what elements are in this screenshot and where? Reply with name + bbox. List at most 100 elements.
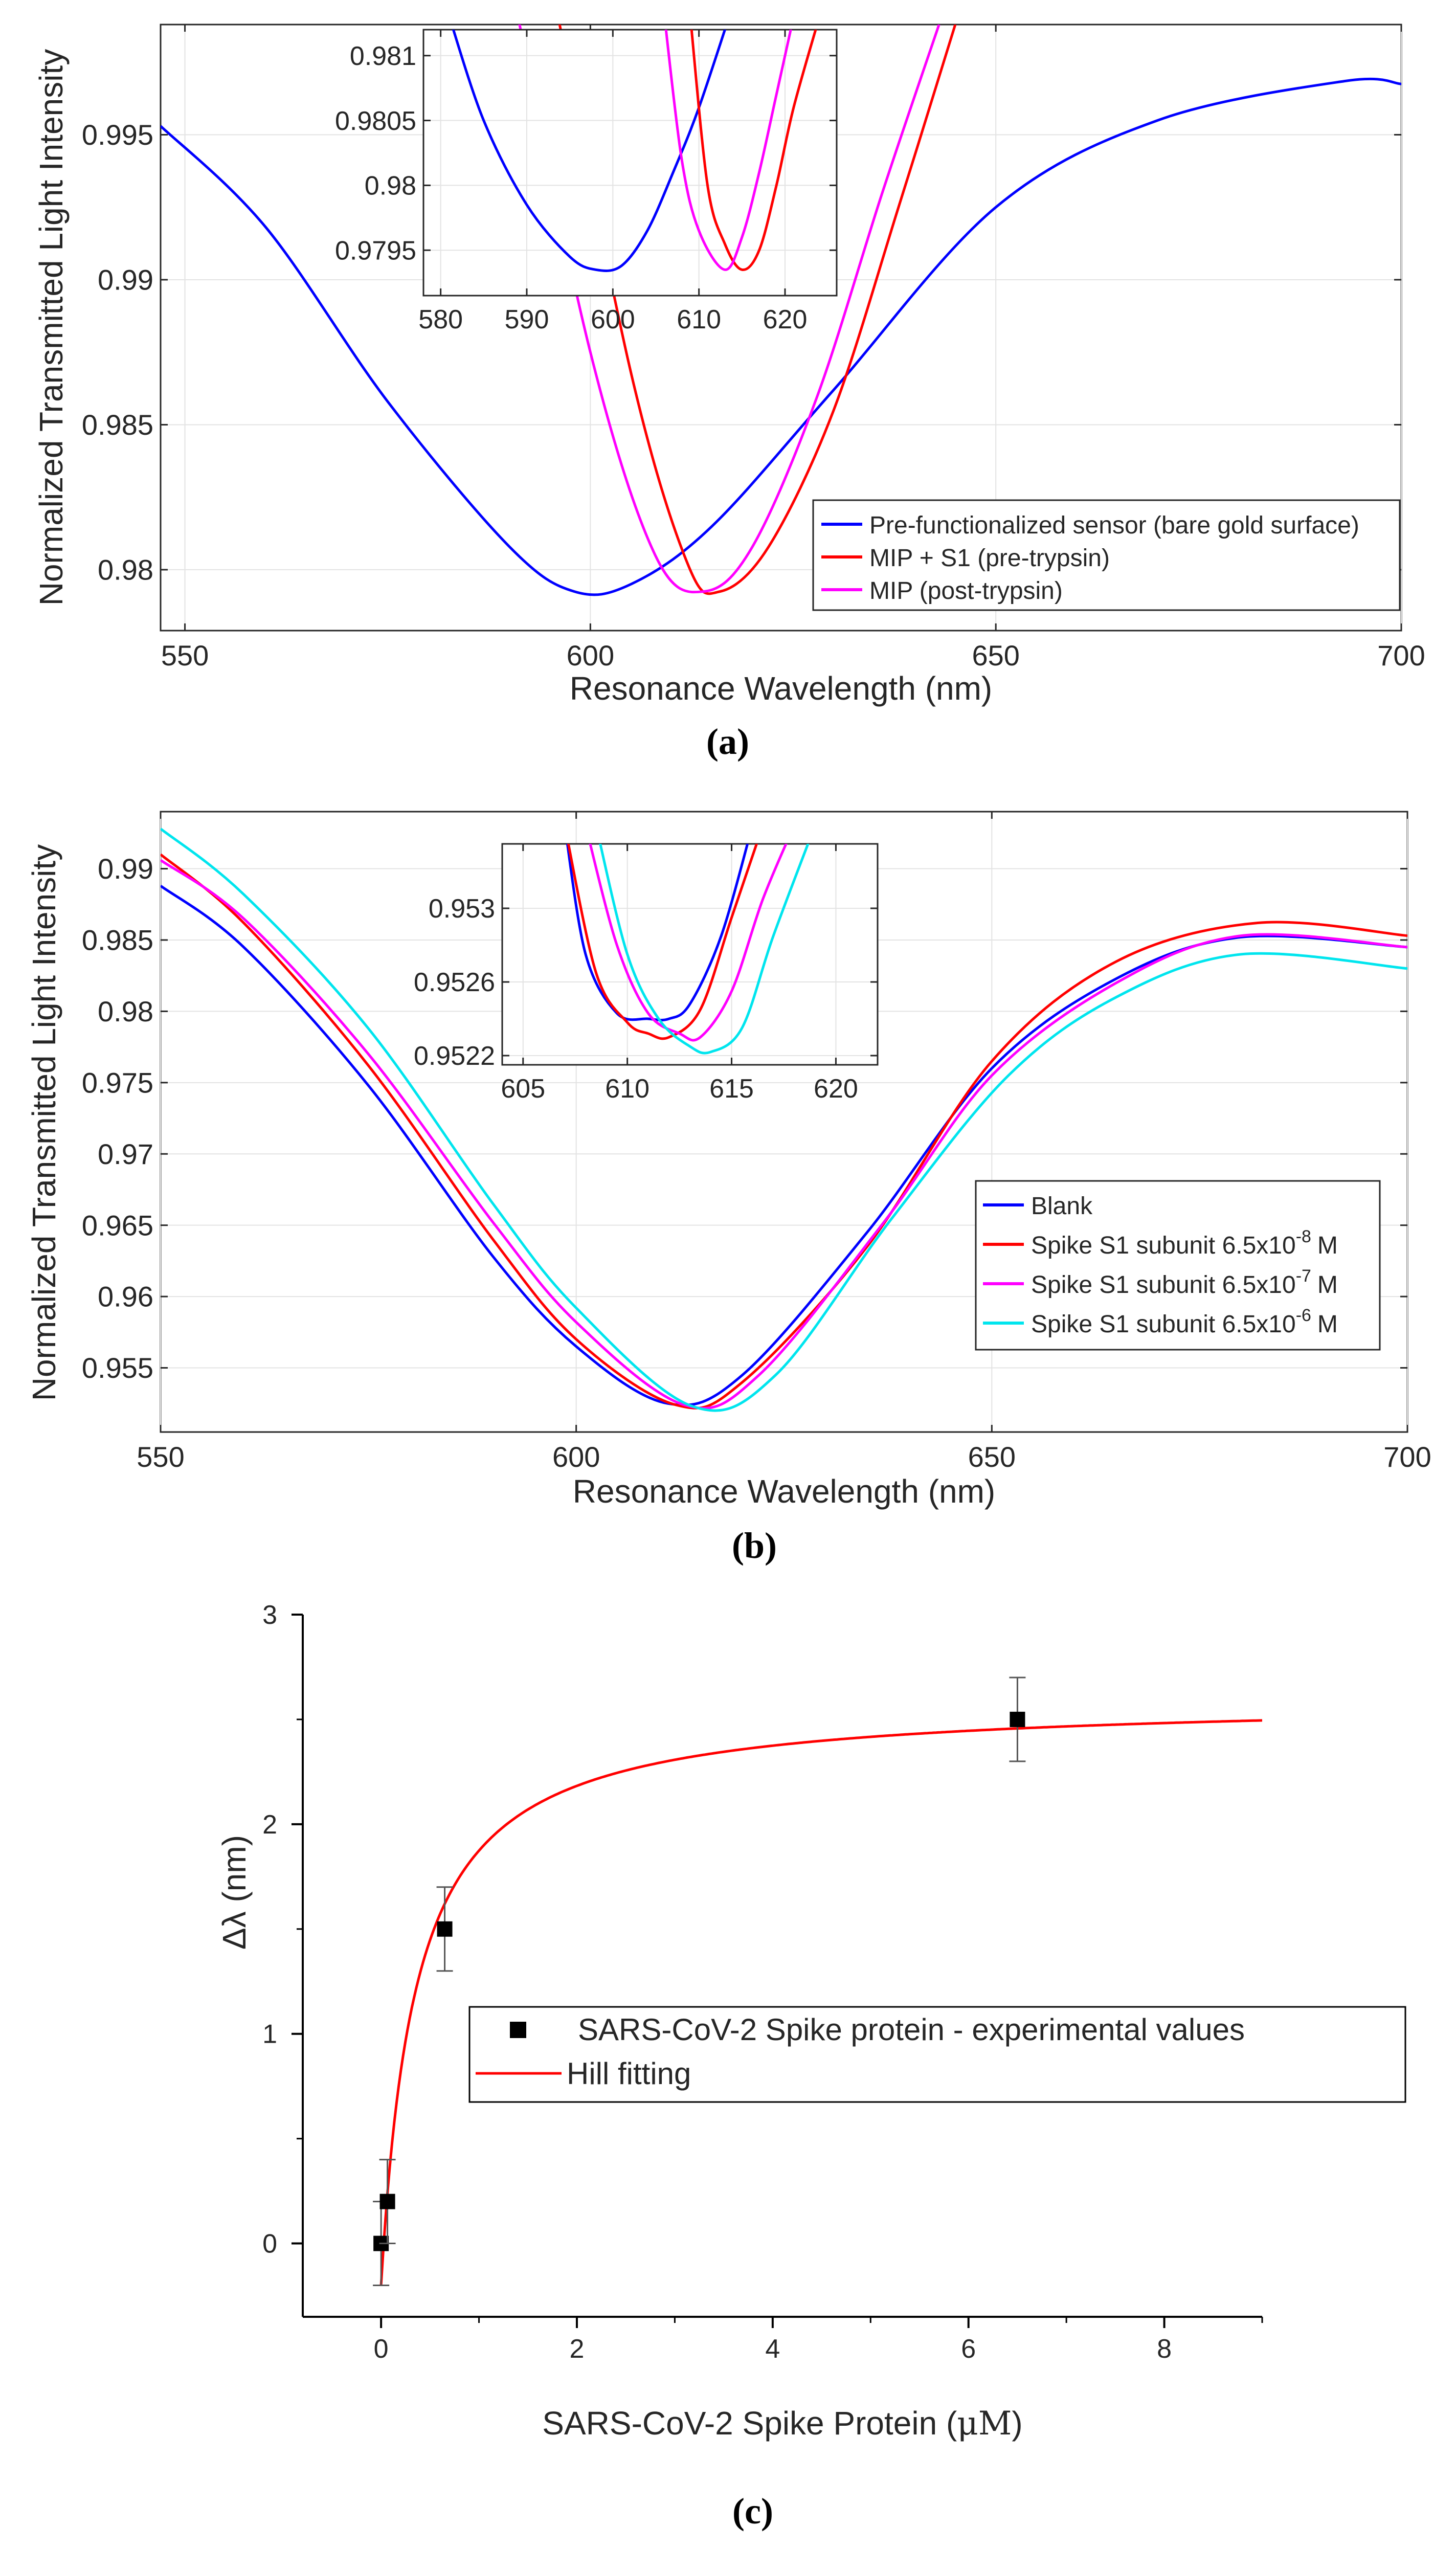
caption-c: (c) xyxy=(732,2491,773,2532)
panel-a-inset-frame xyxy=(422,29,838,297)
panel-b-series xyxy=(161,828,1407,1412)
panel-c-point-2 xyxy=(437,1921,453,1937)
panel-c-point-1 xyxy=(379,2194,395,2209)
panel-a-inset-line-mip-post-trypsin xyxy=(664,30,792,271)
panel-b-inset-frame xyxy=(501,843,879,1066)
panel-c-y-ticks: 0 1 2 3 xyxy=(262,1600,303,2259)
panel-b-inset-series xyxy=(566,844,810,1055)
panel-b-line-spike-1e-8 xyxy=(161,853,1407,1410)
panel-c-hill-fit xyxy=(379,1719,1262,2286)
panel-a-ytick-label-2: 0.99 xyxy=(98,264,153,296)
panel-b-xtick-label-550: 550 xyxy=(137,1441,184,1473)
panel-b-inset-ytick-label-2: 0.953 xyxy=(429,894,495,924)
panel-c-point-3 xyxy=(1010,1711,1025,1727)
legend-label-mip-post-trypsin: MIP (post-trypsin) xyxy=(869,577,1063,605)
panel-a-y-ticks: 0.98 0.985 0.99 0.995 xyxy=(82,119,1401,586)
legend-marker-experimental xyxy=(510,2022,526,2038)
panel-b-ytick-label-6: 0.985 xyxy=(82,924,153,956)
panel-a-inset-x-ticks: 580 590 600 610 620 xyxy=(418,30,807,334)
panel-b-inset-ytick-label-1: 0.9526 xyxy=(414,968,495,997)
panel-b: 550 600 650 700 0.955 0.96 0.965 0.97 0.975 0.98… xyxy=(26,811,1431,1566)
panel-a-xtick-label-650: 650 xyxy=(972,639,1019,672)
legend-label-spike-1e-8-text: Spike S1 subunit 6.5x10 xyxy=(1031,1232,1296,1259)
panel-a-inset-ytick-label-2: 0.9805 xyxy=(335,106,416,136)
legend-label-spike-1e-7-unit: M xyxy=(1317,1271,1338,1299)
legend-label-spike-1e-6-unit: M xyxy=(1317,1311,1338,1338)
caption-a: (a) xyxy=(706,721,749,762)
legend-label-spike-1e-7: Spike S1 subunit 6.5x10-7 M xyxy=(1031,1266,1338,1299)
panel-a-xtick-label-700: 700 xyxy=(1377,639,1425,672)
panel-c-x-axis-label-text: SARS-CoV-2 Spike Protein ( xyxy=(542,2405,957,2442)
panel-a-ytick-label-1: 0.985 xyxy=(82,409,153,441)
panel-b-ytick-label-3: 0.97 xyxy=(98,1138,153,1170)
panel-b-inset-xtick-label-620: 620 xyxy=(814,1074,858,1104)
panel-c-ytick-label-0: 0 xyxy=(262,2229,277,2259)
panel-a-xtick-label-600: 600 xyxy=(567,639,614,672)
legend-label-blank: Blank xyxy=(1031,1193,1093,1220)
panel-c-x-axis-label-end: ) xyxy=(1012,2405,1022,2442)
panel-c-y-axis-label: Δλ (nm) xyxy=(216,1835,253,1950)
panel-b-inset-line-spike-1e-6 xyxy=(599,844,810,1055)
legend-label-bare-gold: Pre-functionalized sensor (bare gold sur… xyxy=(869,512,1359,539)
panel-b-ytick-label-7: 0.99 xyxy=(98,853,153,885)
panel-b-ytick-label-5: 0.98 xyxy=(98,995,153,1027)
panel-a-ytick-label-3: 0.995 xyxy=(82,119,153,151)
panel-b-ytick-label-4: 0.975 xyxy=(82,1066,153,1099)
panel-b-xtick-label-600: 600 xyxy=(552,1441,600,1473)
panel-c-ytick-label-3: 3 xyxy=(262,1600,277,1630)
panel-a-inset-xtick-label-580: 580 xyxy=(418,305,463,334)
panel-a-ytick-label-0: 0.98 xyxy=(98,554,153,586)
legend-label-spike-1e-8: Spike S1 subunit 6.5x10-8 M xyxy=(1031,1227,1338,1259)
panel-b-inset-x-ticks: 605 610 615 620 xyxy=(501,844,858,1104)
panel-a-inset-line-bare-gold xyxy=(452,30,727,272)
panel-a-inset-line-mip-s1 xyxy=(690,30,817,271)
panel-c-xtick-label-2: 2 xyxy=(570,2334,585,2364)
panel-b-inset-line-spike-1e-8 xyxy=(567,844,758,1040)
panel-c-xtick-label-0: 0 xyxy=(374,2334,389,2364)
panel-b-ytick-label-1: 0.96 xyxy=(98,1281,153,1313)
panel-a-legend: Pre-functionalized sensor (bare gold sur… xyxy=(812,499,1401,611)
legend-label-spike-1e-6-exp: -6 xyxy=(1296,1306,1311,1325)
panel-a-line-bare-gold xyxy=(161,77,1401,596)
legend-label-experimental: SARS-CoV-2 Spike protein - experimental … xyxy=(578,2013,1245,2047)
panel-b-inset-xtick-label-615: 615 xyxy=(709,1074,754,1104)
panel-c-xtick-label-4: 4 xyxy=(765,2334,780,2364)
panel-c-x-axis-label-unit: μM xyxy=(957,2405,1012,2443)
legend-label-spike-1e-6: Spike S1 subunit 6.5x10-6 M xyxy=(1031,1306,1338,1338)
legend-label-hill-fit: Hill fitting xyxy=(567,2056,691,2091)
legend-label-spike-1e-7-exp: -7 xyxy=(1296,1266,1311,1286)
panel-c-points xyxy=(373,1676,1026,2287)
panel-a-inset-series xyxy=(452,30,817,272)
panel-c-xtick-label-8: 8 xyxy=(1157,2334,1172,2364)
panel-a-line-mip-s1 xyxy=(558,25,957,595)
panel-b-inset-xtick-label-605: 605 xyxy=(501,1074,545,1104)
panel-a-x-ticks: 550 600 650 700 xyxy=(161,25,1425,672)
panel-a-legend-box xyxy=(812,499,1401,611)
panel-c-legend-box xyxy=(468,2006,1406,2103)
panel-b-line-blank xyxy=(161,884,1407,1406)
panel-c-hill-fit-line xyxy=(379,1719,1262,2286)
panel-b-legend: Blank Spike S1 subunit 6.5x10-8 M Spike S… xyxy=(975,1180,1381,1351)
panel-c-x-ticks: 0 2 4 6 8 xyxy=(374,2317,1263,2364)
legend-label-spike-1e-6-text: Spike S1 subunit 6.5x10 xyxy=(1031,1311,1296,1338)
panel-a-inset-xtick-label-600: 600 xyxy=(591,305,635,334)
panel-b-inset-ytick-label-0: 0.9522 xyxy=(414,1041,495,1071)
panel-b-ytick-label-2: 0.965 xyxy=(82,1209,153,1241)
panel-b-line-spike-1e-7 xyxy=(161,859,1407,1410)
panel-a-inset-grid xyxy=(423,30,837,296)
panel-b-ytick-label-0: 0.955 xyxy=(82,1352,153,1384)
panel-b-x-ticks: 550 600 650 700 xyxy=(137,812,1431,1473)
panel-a-inset-xtick-label-610: 610 xyxy=(677,305,721,334)
panel-a-xtick-label-550: 550 xyxy=(161,639,209,672)
panel-c-ytick-label-2: 2 xyxy=(262,1810,277,1840)
legend-label-mip-s1: MIP + S1 (pre-trypsin) xyxy=(869,545,1110,572)
panel-b-xtick-label-700: 700 xyxy=(1383,1441,1431,1473)
legend-label-spike-1e-8-unit: M xyxy=(1317,1232,1338,1259)
panel-b-line-spike-1e-6 xyxy=(161,828,1407,1412)
panel-b-inset-y-ticks: 0.9522 0.9526 0.953 xyxy=(414,894,878,1071)
panel-a-inset-xtick-label-590: 590 xyxy=(505,305,549,334)
panel-a: 550 600 650 700 0.98 0.985 0.99 0.995 Resonanc… xyxy=(33,24,1425,762)
panel-b-inset-line-spike-1e-7 xyxy=(589,844,788,1042)
panel-b-x-axis-label: Resonance Wavelength (nm) xyxy=(573,1473,995,1510)
